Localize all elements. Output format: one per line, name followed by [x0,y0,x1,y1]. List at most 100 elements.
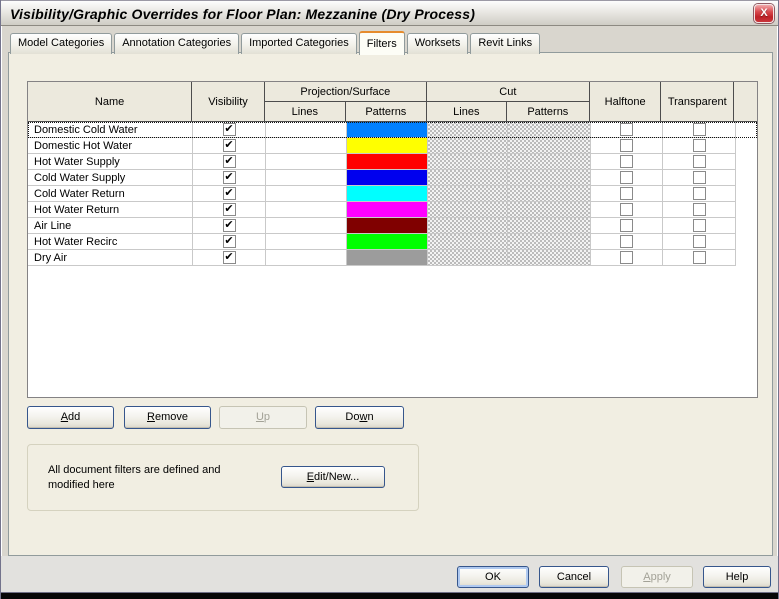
transparent-cell[interactable] [663,154,736,170]
transparent-checkbox[interactable] [692,187,706,200]
table-row[interactable]: Dry Air [28,250,757,266]
halftone-checkbox[interactable] [620,139,633,152]
visibility-cell[interactable] [193,170,266,186]
table-row[interactable]: Domestic Hot Water [28,138,757,154]
visibility-checkbox[interactable] [222,187,236,200]
table-row[interactable]: Domestic Cold Water [28,122,757,138]
filter-name-cell[interactable]: Cold Water Return [28,186,193,202]
projection-lines-cell[interactable] [266,154,347,170]
visibility-cell[interactable] [193,250,266,266]
tab-imported-categories[interactable]: Imported Categories [241,33,357,54]
down-button[interactable]: Down [315,406,404,429]
visibility-checkbox[interactable] [222,171,236,184]
visibility-cell[interactable] [193,154,266,170]
transparent-checkbox[interactable] [692,219,706,232]
add-button[interactable]: Add [27,406,114,429]
projection-pattern-swatch[interactable] [347,186,428,202]
transparent-cell[interactable] [663,122,736,138]
visibility-cell[interactable] [193,138,266,154]
projection-pattern-swatch[interactable] [347,154,428,170]
cancel-button[interactable]: Cancel [539,566,609,588]
tab-filters[interactable]: Filters [358,31,405,55]
table-row[interactable]: Hot Water Return [28,202,757,218]
transparent-checkbox[interactable] [692,123,706,136]
halftone-cell[interactable] [591,170,663,186]
transparent-checkbox[interactable] [692,155,706,168]
transparent-cell[interactable] [663,250,736,266]
title-bar[interactable]: Visibility/Graphic Overrides for Floor P… [1,0,778,26]
projection-lines-cell[interactable] [266,202,347,218]
projection-pattern-swatch[interactable] [347,234,428,250]
tab-worksets[interactable]: Worksets [406,33,469,54]
transparent-cell[interactable] [663,138,736,154]
halftone-cell[interactable] [591,186,663,202]
projection-pattern-swatch[interactable] [347,202,428,218]
visibility-checkbox[interactable] [222,123,236,136]
projection-pattern-swatch[interactable] [347,170,428,186]
projection-lines-cell[interactable] [266,186,347,202]
filter-name-cell[interactable]: Dry Air [28,250,193,266]
visibility-cell[interactable] [193,202,266,218]
table-row[interactable]: Cold Water Return [28,186,757,202]
filter-name-cell[interactable]: Hot Water Recirc [28,234,193,250]
halftone-checkbox[interactable] [620,187,633,200]
transparent-cell[interactable] [663,234,736,250]
halftone-checkbox[interactable] [620,251,633,264]
halftone-checkbox[interactable] [620,171,633,184]
transparent-checkbox[interactable] [692,139,706,152]
table-row[interactable]: Hot Water Supply [28,154,757,170]
filter-name-cell[interactable]: Air Line [28,218,193,234]
halftone-checkbox[interactable] [620,155,633,168]
projection-pattern-swatch[interactable] [347,250,428,266]
tab-annotation-categories[interactable]: Annotation Categories [114,33,240,54]
transparent-cell[interactable] [663,202,736,218]
transparent-cell[interactable] [663,186,736,202]
transparent-checkbox[interactable] [692,235,706,248]
close-icon[interactable]: X [754,4,774,23]
projection-lines-cell[interactable] [266,234,347,250]
visibility-cell[interactable] [193,234,266,250]
projection-lines-cell[interactable] [266,138,347,154]
filter-name-cell[interactable]: Domestic Cold Water [28,122,193,138]
filter-name-cell[interactable]: Hot Water Supply [28,154,193,170]
projection-pattern-swatch[interactable] [347,138,428,154]
ok-button[interactable]: OK [457,566,529,588]
help-button[interactable]: Help [703,566,771,588]
visibility-checkbox[interactable] [222,235,236,248]
visibility-cell[interactable] [193,218,266,234]
visibility-checkbox[interactable] [222,139,236,152]
visibility-checkbox[interactable] [222,219,236,232]
halftone-cell[interactable] [591,138,663,154]
halftone-cell[interactable] [591,122,663,138]
transparent-cell[interactable] [663,218,736,234]
filter-name-cell[interactable]: Cold Water Supply [28,170,193,186]
transparent-cell[interactable] [663,170,736,186]
halftone-checkbox[interactable] [620,235,633,248]
halftone-cell[interactable] [591,202,663,218]
transparent-checkbox[interactable] [692,171,706,184]
visibility-checkbox[interactable] [222,251,236,264]
halftone-cell[interactable] [591,250,663,266]
halftone-checkbox[interactable] [620,123,633,136]
tab-model-categories[interactable]: Model Categories [10,33,113,54]
projection-pattern-swatch[interactable] [347,218,428,234]
table-row[interactable]: Cold Water Supply [28,170,757,186]
projection-lines-cell[interactable] [266,250,347,266]
table-row[interactable]: Air Line [28,218,757,234]
halftone-cell[interactable] [591,218,663,234]
visibility-cell[interactable] [193,122,266,138]
halftone-checkbox[interactable] [620,203,633,216]
halftone-cell[interactable] [591,154,663,170]
table-row[interactable]: Hot Water Recirc [28,234,757,250]
filter-name-cell[interactable]: Hot Water Return [28,202,193,218]
projection-pattern-swatch[interactable] [347,122,428,138]
visibility-checkbox[interactable] [222,203,236,216]
tab-revit-links[interactable]: Revit Links [470,33,541,54]
up-button[interactable]: Up [219,406,307,429]
projection-lines-cell[interactable] [266,170,347,186]
apply-button[interactable]: Apply [621,566,693,588]
edit-new-button[interactable]: Edit/New... [281,466,385,488]
remove-button[interactable]: Remove [124,406,211,429]
halftone-checkbox[interactable] [620,219,633,232]
visibility-checkbox[interactable] [222,155,236,168]
